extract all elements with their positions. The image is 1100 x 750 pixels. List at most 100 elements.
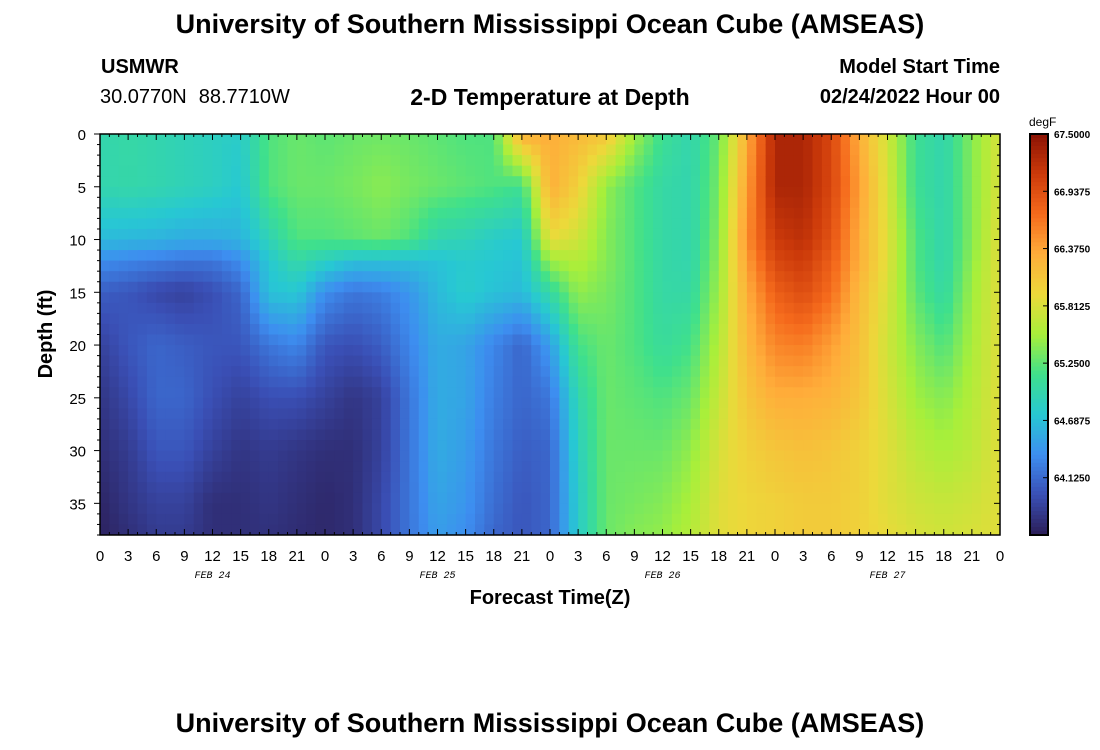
heatmap-cell (709, 228, 720, 241)
heatmap-cell (700, 366, 710, 378)
heatmap-cell (390, 387, 401, 399)
heatmap-cell (156, 355, 167, 367)
heatmap-cell (915, 334, 926, 346)
heatmap-cell (887, 186, 898, 198)
heatmap-cell (925, 313, 935, 325)
heatmap-cell (156, 397, 167, 409)
heatmap-cell (409, 313, 420, 325)
heatmap-cell (390, 450, 401, 462)
heatmap-cell (278, 144, 289, 156)
heatmap-cell (259, 271, 270, 283)
colorbar-swatch (1030, 458, 1048, 464)
heatmap-cell (821, 260, 832, 272)
y-tick-label: 5 (78, 180, 86, 197)
heatmap-cell (100, 281, 110, 293)
heatmap-cell (643, 429, 654, 441)
heatmap-cell (625, 345, 635, 357)
x-tick-label: 12 (879, 548, 896, 565)
heatmap-cell (418, 440, 429, 452)
heatmap-cell (700, 228, 710, 241)
heatmap-cell (896, 440, 907, 452)
heatmap-cell (146, 513, 157, 526)
heatmap-cell (390, 239, 401, 251)
heatmap-cell (634, 461, 645, 473)
heatmap-cell (362, 513, 373, 526)
heatmap-cell (325, 397, 335, 409)
heatmap-cell (615, 218, 626, 230)
colorbar-swatch (1030, 466, 1048, 472)
heatmap-cell (550, 281, 560, 293)
heatmap-cell (765, 387, 776, 399)
heatmap-cell (943, 260, 954, 272)
heatmap-cell (381, 334, 392, 346)
heatmap-cell (859, 302, 870, 314)
y-tick-label: 0 (78, 127, 86, 144)
heatmap-cell (156, 239, 167, 251)
heatmap-cell (118, 239, 129, 251)
heatmap-cell (137, 461, 148, 473)
heatmap-cell (850, 345, 860, 357)
heatmap-cell (325, 524, 335, 535)
heatmap-cell (690, 144, 701, 156)
date-labels: FEB 24 FEB 25 FEB 26 FEB 27 (194, 571, 905, 582)
heatmap-cell (221, 471, 232, 483)
heatmap-cell (231, 397, 242, 409)
heatmap-cell (681, 134, 692, 146)
heatmap-cell (540, 376, 551, 388)
heatmap-cell (446, 176, 457, 188)
colorbar-swatch (1030, 338, 1048, 344)
heatmap-cell (812, 260, 823, 272)
heatmap-cell (240, 429, 251, 441)
heatmap-cell (831, 197, 842, 209)
heatmap-cell (325, 376, 335, 388)
heatmap-cell (240, 197, 251, 209)
heatmap-cell (287, 461, 298, 473)
heatmap-cell (934, 387, 945, 399)
heatmap-cell (165, 218, 176, 230)
heatmap-cell (671, 450, 682, 462)
heatmap-cell (662, 271, 673, 283)
heatmap-cell (503, 302, 514, 314)
heatmap-cell (315, 345, 326, 357)
heatmap-cell (840, 250, 851, 262)
heatmap-cell (775, 366, 785, 378)
colorbar-swatch (1030, 146, 1048, 151)
heatmap-cell (184, 292, 195, 304)
heatmap-cell (709, 144, 720, 156)
heatmap-cell (878, 323, 889, 336)
heatmap-cell (371, 313, 382, 325)
heatmap-cell (596, 313, 607, 325)
heatmap-cell (878, 440, 889, 452)
heatmap-cell (521, 524, 532, 535)
heatmap-cell (325, 323, 335, 336)
heatmap-cell (700, 165, 710, 177)
heatmap-cell (203, 134, 214, 146)
heatmap-cell (971, 186, 982, 198)
heatmap-cell (334, 250, 345, 262)
heatmap-cell (634, 513, 645, 526)
heatmap-cell (784, 471, 795, 483)
heatmap-cell (268, 260, 279, 272)
heatmap-cell (512, 461, 523, 473)
heatmap-cell (971, 197, 982, 209)
heatmap-cell (953, 334, 964, 346)
heatmap-cell (643, 387, 654, 399)
heatmap-cell (531, 207, 542, 220)
heatmap-cell (456, 366, 467, 378)
heatmap-cell (521, 408, 532, 420)
heatmap-cell (756, 228, 767, 241)
colorbar-swatch (1030, 434, 1048, 440)
heatmap-cell (371, 376, 382, 388)
heatmap-cell (250, 345, 260, 357)
heatmap-cell (953, 155, 964, 167)
colorbar-swatch (1030, 334, 1048, 340)
heatmap-cell (109, 228, 120, 241)
heatmap-cell (878, 461, 889, 473)
heatmap-cell (240, 440, 251, 452)
heatmap-cell (146, 461, 157, 473)
heatmap-cell (625, 471, 635, 483)
heatmap-cell (634, 302, 645, 314)
heatmap-cell (568, 366, 579, 378)
heatmap-cell (540, 144, 551, 156)
heatmap-cell (643, 250, 654, 262)
